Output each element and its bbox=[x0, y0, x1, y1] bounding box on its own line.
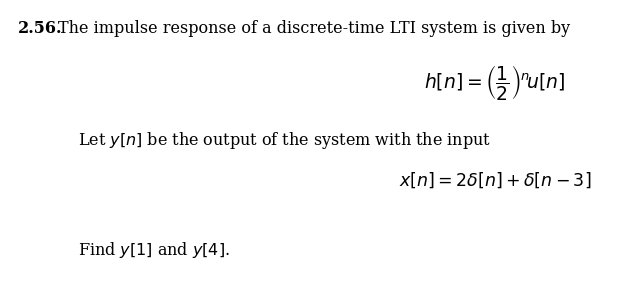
Text: $h[n]=\left(\dfrac{1}{2}\right)^{n}\! u[n]$: $h[n]=\left(\dfrac{1}{2}\right)^{n}\! u[… bbox=[424, 63, 566, 103]
Text: The impulse response of a discrete-time LTI system is given by: The impulse response of a discrete-time … bbox=[58, 20, 570, 37]
Text: Find $y[1]$ and $y[4]$.: Find $y[1]$ and $y[4]$. bbox=[78, 240, 230, 260]
Text: 2.56.: 2.56. bbox=[18, 20, 62, 37]
Text: Let $y[n]$ be the output of the system with the input: Let $y[n]$ be the output of the system w… bbox=[78, 130, 491, 151]
Text: $x[n] = 2\delta[n] + \delta[n-3]$: $x[n] = 2\delta[n] + \delta[n-3]$ bbox=[399, 170, 591, 190]
